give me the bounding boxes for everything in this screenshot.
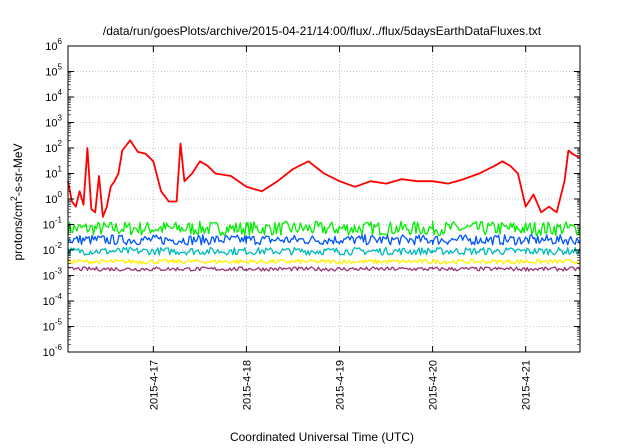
y-tick-label: 106 (45, 37, 62, 53)
y-axis-title-main: protons/cm (11, 201, 25, 260)
series-layer (67, 139, 581, 272)
y-tick-label: 105 (45, 63, 62, 79)
x-tick-label: 2015-4-19 (335, 360, 347, 410)
y-tick-label: 100 (45, 190, 62, 206)
y-tick-label: 102 (45, 139, 62, 155)
y-tick-label: 10-5 (43, 318, 63, 334)
y-tick-labels: 10-6 10-5 10-4 10-3 10-2 10-1 100 101 102 103 104 1… (43, 37, 63, 359)
y-tick-label: 10-6 (43, 343, 63, 359)
y-axis-title-superscript: 2 (9, 196, 19, 201)
y-tick-label: 10-2 (43, 241, 63, 257)
y-tick-label: 10-3 (43, 267, 63, 283)
x-tick-label: 2015-4-18 (241, 360, 253, 410)
y-tick-label: 10-4 (43, 292, 63, 308)
y-tick-label: 103 (45, 114, 62, 130)
x-tick-label: 2015-4-20 (428, 360, 440, 410)
series-line-4 (67, 258, 581, 265)
x-tick-labels: 2015-4-17 2015-4-18 2015-4-19 2015-4-20 2015… (148, 360, 532, 410)
y-axis-title: protons/cm2-s-sr-MeV (9, 143, 25, 260)
series-line-3 (67, 246, 581, 256)
series-line-1 (67, 220, 581, 237)
series-line-5 (67, 266, 581, 272)
x-tick-label: 2015-4-17 (148, 360, 160, 410)
y-axis-title-units: -s-sr-MeV (11, 143, 25, 196)
chart-title: /data/run/goesPlots/archive/2015-04-21/1… (103, 24, 542, 38)
x-tick-label: 2015-4-21 (521, 360, 533, 410)
series-line-0 (67, 139, 581, 218)
y-tick-label: 101 (45, 165, 62, 181)
y-tick-label: 104 (45, 88, 62, 104)
y-tick-label: 10-1 (43, 216, 63, 232)
tick-marks (68, 45, 580, 353)
grid-lines (68, 46, 580, 352)
series-line-2 (67, 234, 581, 246)
x-axis-title: Coordinated Universal Time (UTC) (230, 430, 414, 444)
